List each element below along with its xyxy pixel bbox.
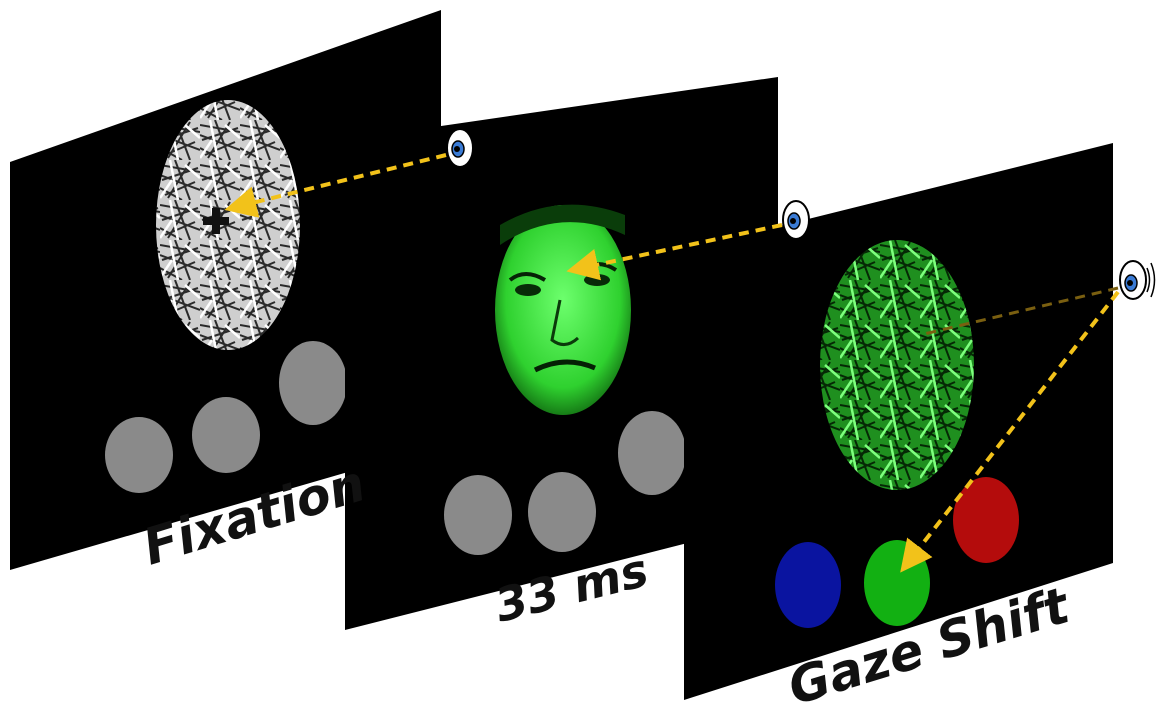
eye-icon [1119,260,1156,300]
green-response-circle [864,540,930,626]
blue-response-circle [775,542,841,628]
gaze-shift-panel [684,143,1113,700]
response-circle [279,341,347,425]
face-panel [345,77,778,630]
gaze-shift-arrow [900,290,1120,573]
eye-icon [782,200,810,240]
fixation-panel [10,10,441,570]
fixation-cross-icon [203,208,229,234]
gaze-arrow [224,153,447,218]
red-response-circle [953,477,1019,563]
gaze-arrow [566,223,783,281]
face-features [500,204,625,373]
eye-icon [446,128,474,168]
response-circle [444,475,512,555]
response-circle [618,411,686,495]
response-circle [105,417,173,493]
response-circle [192,397,260,473]
green-texture-stimulus [820,240,974,490]
response-circle [528,472,596,552]
face-stimulus [495,205,631,415]
